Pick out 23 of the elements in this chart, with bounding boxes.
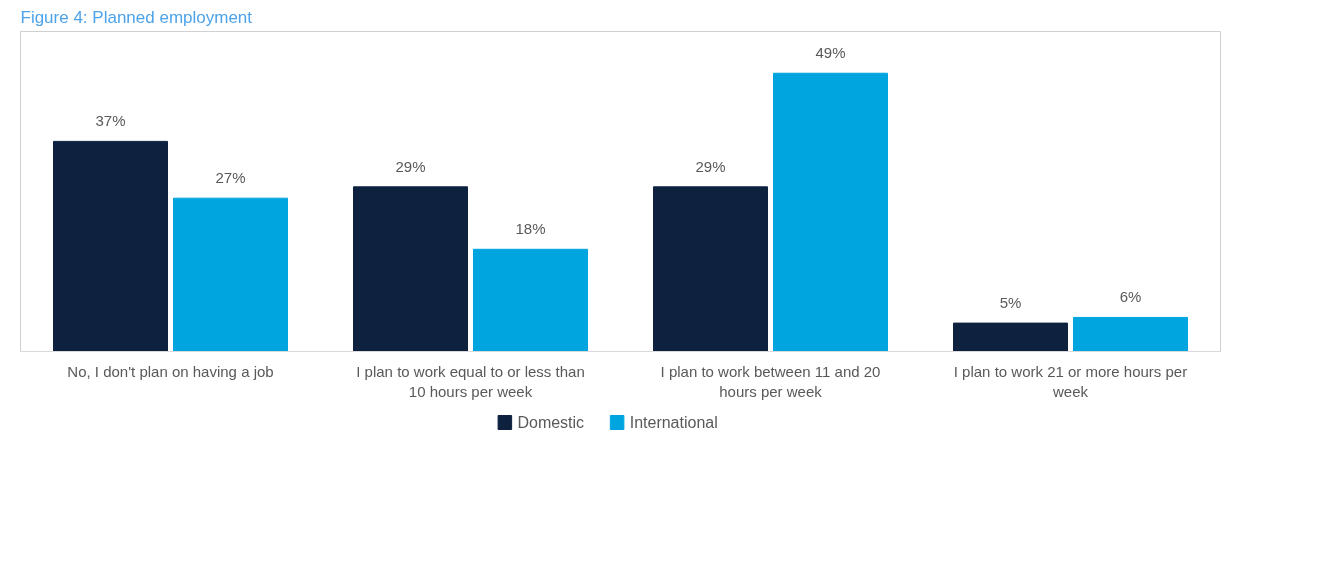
bar [1073, 316, 1188, 352]
bar [653, 186, 768, 352]
bar [773, 72, 888, 352]
data-label: 29% [695, 157, 726, 175]
x-tick-label: I plan to work between 11 and 20 hours per week [660, 362, 881, 400]
legend-label: Domestic [517, 414, 585, 431]
data-label: 37% [95, 112, 126, 130]
bar [173, 197, 288, 352]
x-tick-label: No, I don't plan on having a job [67, 362, 274, 380]
x-tick-label: I plan to work 21 or more hours per week [953, 362, 1188, 400]
legend-label: International [629, 414, 718, 431]
data-label: 49% [815, 44, 846, 62]
bar [353, 186, 468, 352]
bar [473, 248, 588, 352]
x-tick-label: I plan to work equal to or less than 10 hours per week [356, 362, 585, 400]
data-label: 5% [999, 294, 1022, 312]
data-label: 6% [1119, 288, 1142, 306]
bar [53, 140, 168, 352]
data-label: 27% [215, 169, 246, 187]
data-label: 29% [395, 157, 426, 175]
data-label: 18% [515, 220, 546, 238]
bar [953, 322, 1068, 352]
chart-title: Figure 4: Planned employment [20, 7, 253, 27]
